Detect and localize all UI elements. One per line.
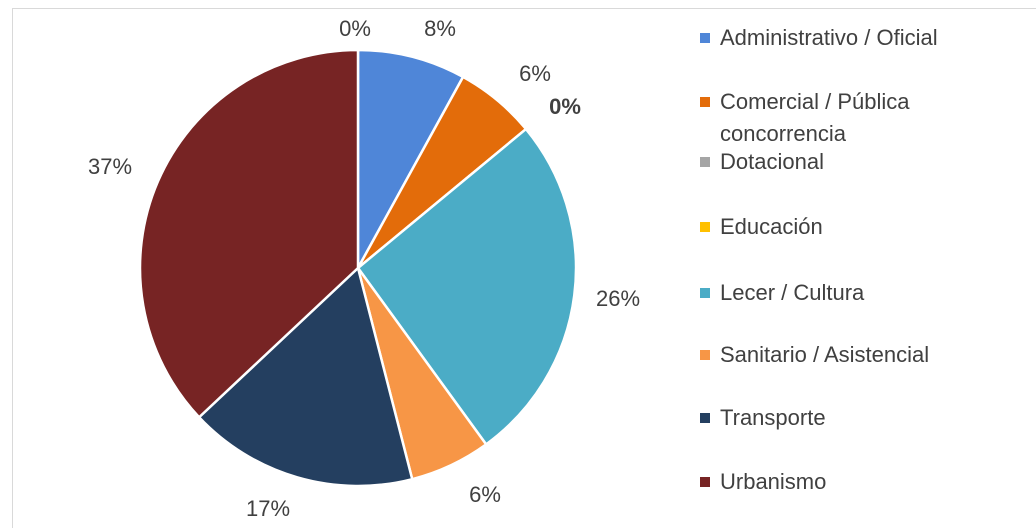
- legend-item: Sanitario / Asistencial: [700, 339, 1000, 371]
- data-label: 17%: [246, 496, 290, 521]
- legend-label: Lecer / Cultura: [720, 280, 865, 305]
- data-label: 0%: [549, 94, 581, 119]
- data-label: 26%: [596, 286, 640, 311]
- legend-item: Comercial / Pública concorrencia: [700, 86, 1000, 150]
- legend-item: Dotacional: [700, 146, 1000, 178]
- legend-label: Sanitario / Asistencial: [720, 342, 930, 367]
- data-label: 37%: [88, 154, 132, 179]
- legend-item: Lecer / Cultura: [700, 277, 1000, 309]
- legend-item: Urbanismo: [700, 466, 1000, 498]
- legend-label: Urbanismo: [720, 469, 827, 494]
- legend-item: Transporte: [700, 402, 1000, 434]
- legend-swatch: [700, 97, 710, 107]
- pie-slice: [138, 48, 360, 419]
- chart: 8% 6% 0% 0% 26% 6% 17% 37%: [88, 16, 640, 521]
- legend-item: Educación: [700, 211, 1000, 243]
- legend-swatch: [700, 222, 710, 232]
- pie-slice: [356, 48, 465, 269]
- legend-label: Administrativo / Oficial: [720, 25, 938, 50]
- legend-label: Dotacional: [720, 149, 824, 174]
- chart-frame: [12, 8, 1036, 528]
- pie-slice: [356, 127, 578, 447]
- data-label: 8%: [424, 16, 456, 41]
- legend-item: Administrativo / Oficial: [700, 22, 1000, 54]
- pie-slice: [197, 265, 414, 488]
- legend-label: Comercial / Pública concorrencia: [720, 89, 910, 146]
- data-label: 6%: [469, 482, 501, 507]
- legend-swatch: [700, 288, 710, 298]
- legend-swatch: [700, 413, 710, 423]
- legend-swatch: [700, 477, 710, 487]
- legend-label: Transporte: [720, 405, 826, 430]
- legend-label: Educación: [720, 214, 823, 239]
- legend-swatch: [700, 350, 710, 360]
- legend-swatch: [700, 33, 710, 43]
- legend-swatch: [700, 157, 710, 167]
- data-label: 6%: [519, 61, 551, 86]
- data-label: 0%: [339, 16, 371, 41]
